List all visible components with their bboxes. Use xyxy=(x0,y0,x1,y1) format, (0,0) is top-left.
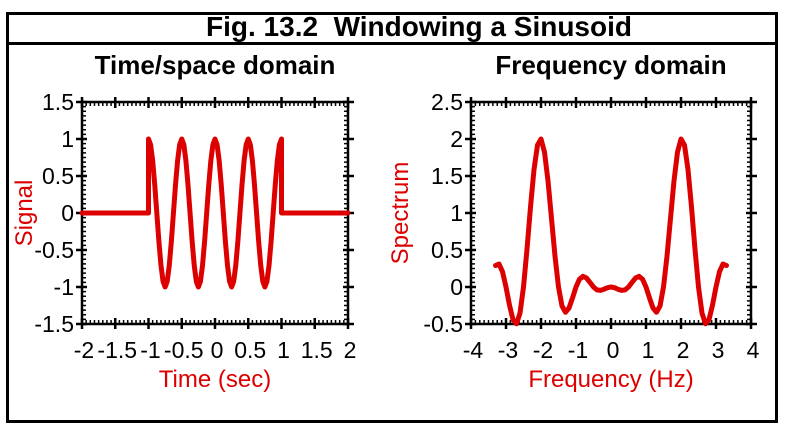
y-tick-label: -0.5 xyxy=(34,237,74,263)
freq-plot-canvas: -4 -3 -2 -1 0 1 2 3 42.521.510.50-0.5 xyxy=(423,89,760,363)
spectrum-axis-label: Spectrum xyxy=(387,161,414,265)
x-tick-label: -1 xyxy=(140,337,160,363)
frequency-axis-label: Frequency (Hz) xyxy=(528,366,694,393)
figure-border xyxy=(6,12,778,423)
x-tick-label: -3 xyxy=(498,337,518,363)
x-tick-label: 0 xyxy=(211,337,224,363)
signal-axis-label: Signal xyxy=(11,179,38,247)
y-tick-label: 1 xyxy=(61,126,74,152)
y-tick-label: 1.5 xyxy=(431,163,463,189)
x-tick-label: -1.5 xyxy=(97,337,137,363)
time-axis-label: Time (sec) xyxy=(158,366,272,393)
y-tick-label: 2 xyxy=(450,126,463,152)
time-plot-canvas: -2 -1.5 -1 -0.5 0 0.5 1 1.5 21.510.50-0.5-1-1.5 xyxy=(34,89,357,363)
x-tick-label: 2 xyxy=(677,337,690,363)
x-tick-label: 1 xyxy=(642,337,655,363)
plot-box xyxy=(469,100,753,326)
x-tick-label: 0 xyxy=(607,337,620,363)
y-tick-label: 1.5 xyxy=(42,89,74,115)
y-tick-label: 0 xyxy=(450,274,463,300)
y-tick-label: 0.5 xyxy=(431,237,463,263)
freq-curve xyxy=(493,136,729,327)
y-tick-label: 2.5 xyxy=(431,89,463,115)
y-tick-label: 0 xyxy=(61,200,74,226)
plot-title-frequency-domain: Frequency domain xyxy=(495,50,727,80)
time-curve xyxy=(79,136,351,290)
y-tick-label: -1 xyxy=(54,274,74,300)
x-tick-label: -2 xyxy=(533,337,553,363)
x-tick-label: 0.5 xyxy=(234,337,266,363)
x-tick-label: 1 xyxy=(277,337,290,363)
y-tick-label: -0.5 xyxy=(423,311,463,337)
x-tick-label: -1 xyxy=(568,337,588,363)
x-tick-label: 3 xyxy=(712,337,725,363)
y-tick-label: 0.5 xyxy=(42,163,74,189)
x-tick-label: 1.5 xyxy=(301,337,333,363)
x-tick-label: 2 xyxy=(344,337,357,363)
plot-title-time-domain: Time/space domain xyxy=(94,50,336,80)
y-tick-label: 1 xyxy=(450,200,463,226)
x-tick-label: 4 xyxy=(747,337,760,363)
figure-title: Fig. 13.2 Windowing a Sinusoid xyxy=(206,11,632,42)
x-tick-label: -2 xyxy=(74,337,94,363)
x-tick-label: -0.5 xyxy=(164,337,204,363)
x-tick-label: -4 xyxy=(463,337,484,363)
title-band: Fig. 13.2 Windowing a Sinusoid xyxy=(6,11,778,45)
y-tick-label: -1.5 xyxy=(34,311,74,337)
